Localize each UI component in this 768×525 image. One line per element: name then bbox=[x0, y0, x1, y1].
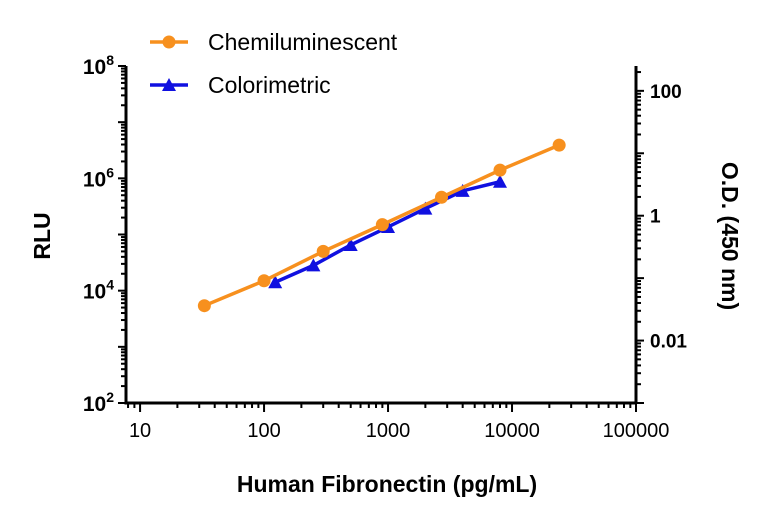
data-point bbox=[493, 163, 507, 177]
y2-tick-label: 1 bbox=[650, 207, 661, 228]
legend-marker bbox=[162, 35, 176, 49]
data-point bbox=[493, 174, 508, 188]
y-tick-label: 102 bbox=[83, 389, 114, 416]
data-point bbox=[197, 299, 211, 313]
legend-label: Colorimetric bbox=[208, 72, 331, 98]
y2-axis-label: O.D. (450 nm) bbox=[717, 162, 743, 310]
data-point bbox=[418, 201, 433, 215]
x-tick-label: 1000 bbox=[366, 420, 411, 442]
y-tick-label: 106 bbox=[83, 164, 114, 191]
y-tick-label: 108 bbox=[83, 52, 114, 79]
data-point bbox=[268, 275, 283, 289]
data-point bbox=[257, 274, 271, 288]
y2-tick-label: 100 bbox=[650, 82, 682, 103]
data-point bbox=[435, 190, 449, 204]
y2-tick-label: 0.01 bbox=[650, 332, 687, 353]
data-point bbox=[455, 183, 470, 197]
x-tick-label: 10000 bbox=[484, 420, 540, 442]
x-axis-label: Human Fibronectin (pg/mL) bbox=[237, 471, 537, 497]
data-point bbox=[316, 244, 330, 258]
x-tick-label: 100000 bbox=[603, 420, 670, 442]
legend-label: Chemiluminescent bbox=[208, 29, 398, 55]
x-tick-label: 100 bbox=[247, 420, 280, 442]
x-tick-label: 10 bbox=[129, 420, 151, 442]
y-axis-label: RLU bbox=[29, 212, 55, 259]
data-point bbox=[552, 138, 566, 152]
y-tick-label: 104 bbox=[83, 277, 114, 304]
legend-marker bbox=[162, 78, 176, 91]
data-point bbox=[306, 258, 321, 272]
data-point bbox=[375, 218, 389, 232]
data-point bbox=[343, 237, 358, 251]
